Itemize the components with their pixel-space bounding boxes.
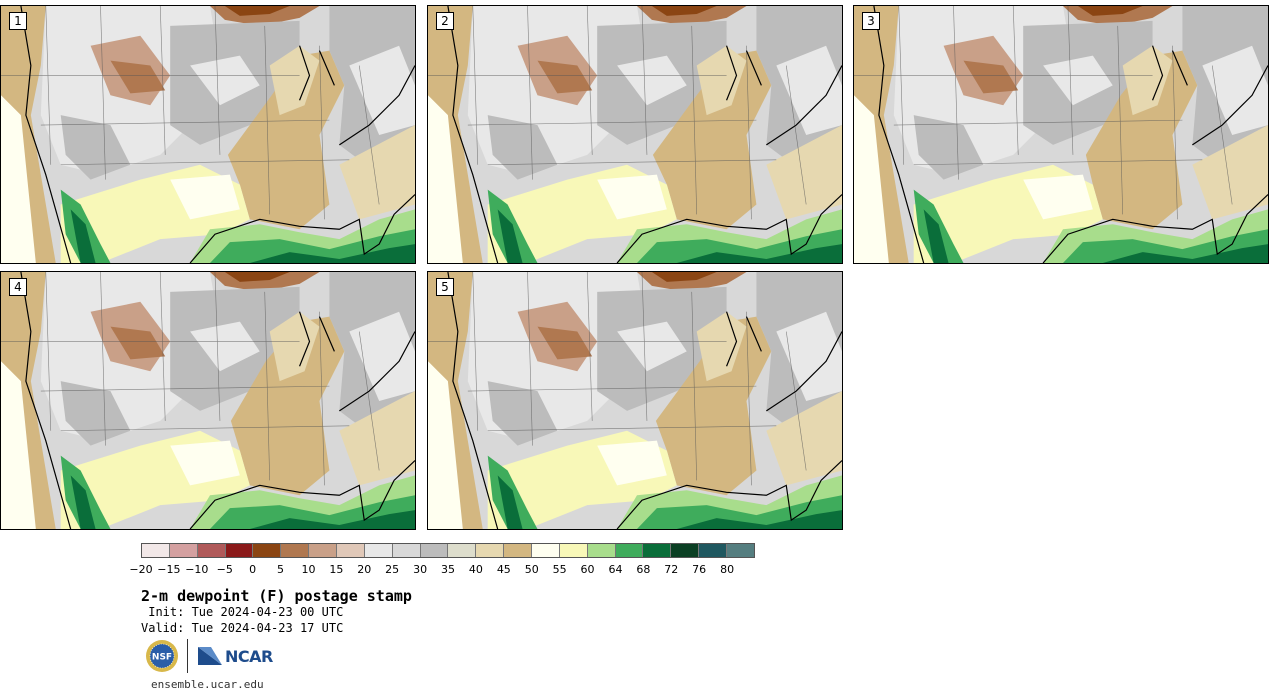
colorbar-tick-label: 15	[329, 563, 344, 576]
colorbar-tick-label: 20	[357, 563, 372, 576]
member-number-label: 2	[436, 12, 454, 30]
colorbar-swatch	[309, 544, 338, 557]
colorbar-tick-label: −10	[185, 563, 209, 576]
colorbar-swatch	[476, 544, 505, 557]
nsf-logo-text: NSF	[152, 653, 172, 663]
colorbar-tick-label: 68	[636, 563, 651, 576]
chart-title: 2-m dewpoint (F) postage stamp	[141, 587, 412, 605]
colorbar-swatch	[615, 544, 644, 557]
ncar-logo: NCAR	[197, 646, 273, 666]
logo-divider	[187, 639, 188, 673]
colorbar-tick-label: 64	[608, 563, 623, 576]
colorbar-swatch	[337, 544, 365, 557]
colorbar-swatch	[448, 544, 477, 557]
colorbar-swatch	[281, 544, 310, 557]
ncar-mark-icon	[198, 647, 222, 665]
colorbar-tick-label: 5	[277, 563, 285, 576]
footer-url: ensemble.ucar.edu	[151, 678, 264, 691]
colorbar-tick-label: 80	[720, 563, 735, 576]
colorbar-tick-label: 76	[692, 563, 707, 576]
colorbar-tick-label: 50	[524, 563, 539, 576]
colorbar-swatch	[643, 544, 672, 557]
colorbar	[141, 543, 755, 558]
member-number-label: 4	[9, 278, 27, 296]
ncar-logo-text: NCAR	[225, 646, 273, 666]
colorbar-swatch	[420, 544, 449, 557]
ensemble-member-map: 5	[427, 271, 843, 530]
colorbar-tick-label: 30	[413, 563, 428, 576]
colorbar-swatch	[225, 544, 254, 557]
colorbar-swatch	[532, 544, 560, 557]
colorbar-swatch	[197, 544, 226, 557]
member-number-label: 3	[862, 12, 880, 30]
init-time: Init: Tue 2024-04-23 00 UTC	[141, 605, 344, 619]
colorbar-tick-label: 35	[441, 563, 455, 576]
colorbar-tick-label: 0	[249, 563, 257, 576]
colorbar-tick-label: 55	[552, 563, 567, 576]
colorbar-tick-label: −15	[157, 563, 181, 576]
member-number-label: 5	[436, 278, 454, 296]
nsf-logo-icon: NSF	[146, 640, 178, 672]
colorbar-swatch	[169, 544, 198, 557]
colorbar-swatch	[364, 544, 393, 557]
colorbar-tick-label: 25	[385, 563, 400, 576]
ensemble-member-map: 1	[0, 5, 416, 264]
colorbar-tick-label: −20	[129, 563, 153, 576]
colorbar-tick-label: 10	[301, 563, 316, 576]
colorbar-swatch	[392, 544, 421, 557]
colorbar-swatch	[587, 544, 616, 557]
colorbar-swatch	[142, 544, 170, 557]
ensemble-member-map: 4	[0, 271, 416, 530]
member-number-label: 1	[9, 12, 27, 30]
colorbar-tick-label: 40	[468, 563, 483, 576]
logo-row: NSF NCAR	[145, 638, 273, 674]
colorbar-swatch	[504, 544, 533, 557]
colorbar-swatch	[727, 544, 754, 557]
colorbar-tick-label: 72	[664, 563, 679, 576]
ensemble-member-map: 2	[427, 5, 843, 264]
colorbar-tick-label: 45	[496, 563, 511, 576]
colorbar-tick-label: 60	[580, 563, 595, 576]
colorbar-swatch	[559, 544, 588, 557]
valid-time: Valid: Tue 2024-04-23 17 UTC	[141, 621, 344, 635]
colorbar-swatch	[671, 544, 700, 557]
colorbar-ticks: −20 −15 −10 −5 0 5 10 15 20 25 30 35 40 45 50 55 60 64 68 7…	[129, 563, 755, 577]
ensemble-member-map: 3	[853, 5, 1269, 264]
colorbar-swatch	[253, 544, 282, 557]
colorbar-swatch	[699, 544, 728, 557]
colorbar-tick-label: −5	[216, 563, 233, 576]
